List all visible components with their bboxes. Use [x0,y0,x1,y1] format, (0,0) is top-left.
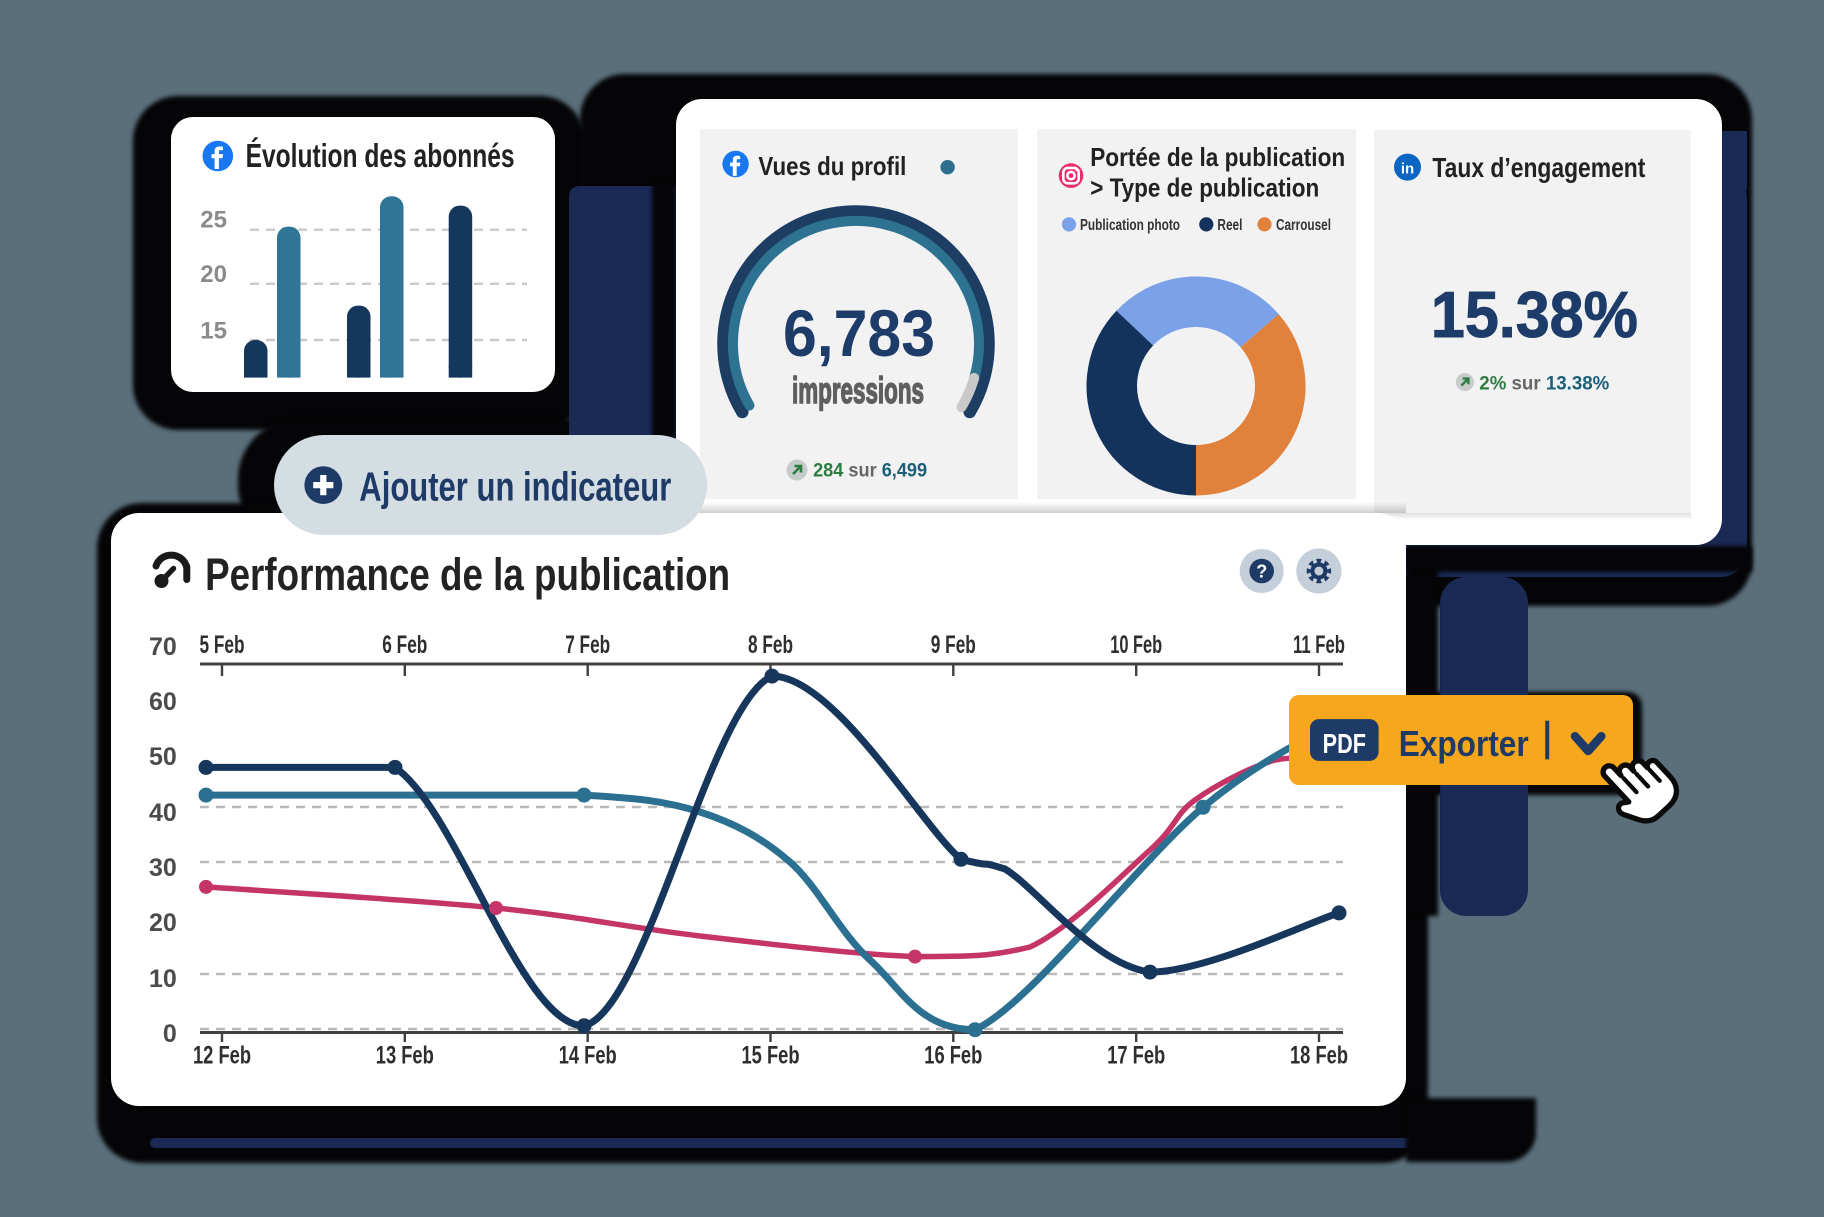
svg-text:50: 50 [149,743,177,771]
svg-text:Exporter: Exporter [1399,723,1529,764]
svg-text:6,783: 6,783 [783,296,935,370]
svg-text:10 Feb: 10 Feb [1110,631,1162,659]
svg-text:Vues du profil: Vues du profil [758,151,906,181]
svg-text:Portée de la publication: Portée de la publication [1090,142,1345,172]
svg-text:Performance de la publication: Performance de la publication [205,549,730,600]
svg-text:5 Feb: 5 Feb [200,631,245,659]
svg-text:14 Feb: 14 Feb [559,1042,617,1070]
svg-text:0: 0 [163,1020,177,1048]
svg-text:15.38%: 15.38% [1431,279,1638,351]
svg-text:in: in [1401,161,1414,178]
svg-text:13 Feb: 13 Feb [376,1042,434,1070]
svg-text:Ajouter un indicateur: Ajouter un indicateur [359,464,671,510]
svg-text:PDF: PDF [1323,728,1366,759]
svg-text:8 Feb: 8 Feb [748,631,793,659]
svg-text:16 Feb: 16 Feb [924,1042,982,1070]
svg-text:6 Feb: 6 Feb [382,631,427,659]
svg-text:40: 40 [149,799,177,827]
svg-text:9 Feb: 9 Feb [931,631,976,659]
svg-text:20: 20 [200,261,227,288]
svg-text:> Type de publication: > Type de publication [1090,172,1319,202]
svg-text:60: 60 [149,688,177,716]
svg-text:7 Feb: 7 Feb [565,631,610,659]
svg-text:18 Feb: 18 Feb [1290,1042,1348,1070]
svg-text:10: 10 [149,965,177,993]
svg-text:20: 20 [149,909,177,937]
svg-text:Publication photo: Publication photo [1080,217,1180,234]
svg-text:17 Feb: 17 Feb [1107,1042,1165,1070]
svg-text:15 Feb: 15 Feb [742,1042,800,1070]
svg-text:12 Feb: 12 Feb [193,1042,251,1070]
svg-text:?: ? [1256,562,1267,582]
svg-text:284 sur 6,499: 284 sur 6,499 [813,461,927,482]
svg-text:11 Feb: 11 Feb [1293,631,1345,659]
svg-text:70: 70 [149,633,177,661]
svg-text:impressions: impressions [792,370,924,411]
svg-text:Reel: Reel [1217,217,1242,234]
svg-text:30: 30 [149,854,177,882]
svg-text:25: 25 [200,206,227,233]
svg-text:Évolution des abonnés: Évolution des abonnés [246,137,515,174]
svg-text:Taux d’engagement: Taux d’engagement [1432,152,1645,183]
svg-text:Carrousel: Carrousel [1276,217,1331,234]
svg-text:2% sur 13.38%: 2% sur 13.38% [1479,372,1609,394]
svg-text:15: 15 [200,318,227,345]
